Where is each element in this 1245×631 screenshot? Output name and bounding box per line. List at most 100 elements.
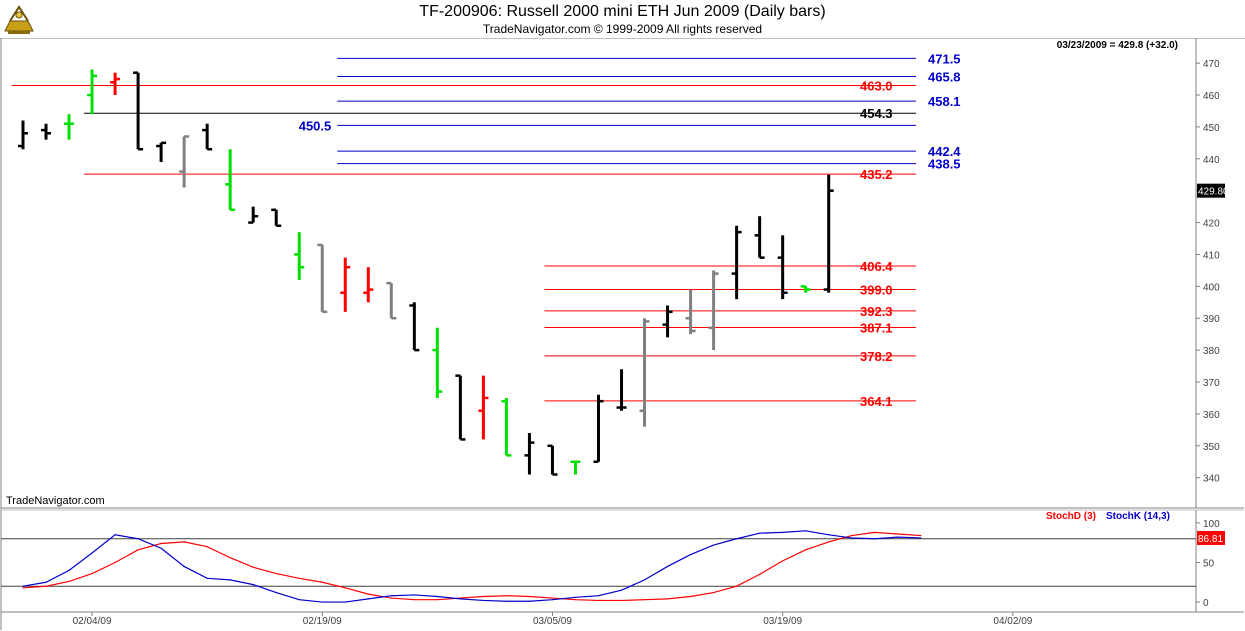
- stochk-point: [183, 565, 185, 568]
- level-label: 399.0: [860, 283, 893, 298]
- stochk-point: [920, 537, 922, 539]
- stochk-point: [436, 595, 438, 598]
- stochk-point: [45, 581, 47, 583]
- stochd-legend: StochD (3): [1046, 511, 1096, 522]
- stochd-point: [275, 572, 277, 575]
- stochd-point: [252, 566, 254, 568]
- stochd-point: [298, 577, 300, 579]
- price-axis-tick-label: 340: [1203, 474, 1220, 485]
- stochk-point: [390, 595, 392, 597]
- stochk-point: [874, 538, 876, 540]
- stochd-point: [920, 534, 922, 537]
- stochd-point: [874, 531, 876, 534]
- stochk-point: [805, 530, 807, 532]
- stochk-point: [505, 600, 508, 602]
- date-axis-tick-label: 02/19/09: [303, 616, 342, 627]
- stochk-point: [252, 584, 254, 586]
- stochd-point: [321, 581, 323, 583]
- stochd-point: [666, 598, 669, 600]
- stochk-point: [275, 591, 277, 594]
- chart-title: TF-200906: Russell 2000 mini ETH Jun 200…: [419, 3, 826, 20]
- stochk-point: [206, 577, 208, 579]
- sextant-logo-icon: [4, 5, 34, 34]
- stochk-point: [137, 538, 139, 540]
- stochk-point: [160, 547, 162, 549]
- stochk-point: [413, 594, 415, 596]
- stochd-point: [482, 595, 484, 598]
- level-label: 442.4: [928, 144, 961, 159]
- stochd-point: [22, 587, 24, 589]
- stochd-point: [114, 561, 116, 564]
- stochk-point: [229, 579, 231, 581]
- stochd-point: [206, 546, 208, 548]
- price-axis-tick-label: 380: [1203, 346, 1220, 357]
- stochk-point: [459, 598, 461, 600]
- stochk-point: [713, 544, 715, 546]
- stochk-point: [597, 595, 600, 597]
- stochk-point: [551, 599, 554, 601]
- stoch-axis-tick-label: 50: [1203, 558, 1215, 569]
- stochd-point: [597, 599, 600, 602]
- level-label: 454.3: [860, 106, 893, 121]
- price-axis-tick-label: 440: [1203, 155, 1220, 166]
- stochk-point: [736, 538, 738, 540]
- level-label: 465.8: [928, 70, 961, 85]
- stochd-point: [229, 557, 231, 559]
- price-axis-tick-label: 370: [1203, 378, 1220, 389]
- stoch-axis-tick-label: 100: [1203, 519, 1220, 530]
- stochk-point: [298, 599, 300, 601]
- stoch-last-box: [1197, 530, 1225, 545]
- level-label: 387.1: [860, 320, 893, 335]
- stochd-point: [897, 533, 899, 535]
- stochd-point: [713, 591, 715, 594]
- level-label: 471.5: [928, 51, 961, 66]
- stochk-point: [666, 565, 669, 568]
- stochk-point: [528, 600, 531, 602]
- level-label: 378.2: [860, 349, 893, 364]
- stochd-point: [620, 599, 623, 602]
- stochk-point: [851, 537, 853, 539]
- level-label: 463.0: [860, 78, 893, 93]
- stochk-point: [91, 552, 93, 554]
- copyright-notice: TradeNavigator.com © 1999-2009 All right…: [482, 22, 763, 36]
- date-axis-tick-label: 03/05/09: [533, 616, 572, 627]
- stochk-point: [643, 579, 646, 581]
- stochd-point: [367, 593, 369, 595]
- price-axis-tick-label: 350: [1203, 442, 1220, 453]
- stochk-legend: StochK (14,3): [1106, 511, 1170, 522]
- stochd-point: [759, 573, 761, 575]
- stochd-point: [68, 580, 70, 583]
- stochd-point: [805, 549, 807, 551]
- stochd-point: [689, 595, 692, 598]
- last-price-box: [1197, 183, 1225, 198]
- watermark: TradeNavigator.com: [6, 495, 105, 507]
- quote-readout: 03/23/2009 = 429.8 (+32.0): [1057, 40, 1178, 51]
- stochk-point: [759, 532, 761, 534]
- price-axis-tick-label: 460: [1203, 91, 1220, 102]
- price-axis-tick-label: 470: [1203, 59, 1220, 70]
- stochk-point: [68, 569, 70, 571]
- date-axis-tick-label: 04/02/09: [993, 616, 1032, 627]
- date-axis-tick-label: 02/04/09: [73, 616, 112, 627]
- stochd-point: [137, 549, 139, 551]
- stochk-point: [897, 536, 899, 538]
- price-axis-tick-label: 410: [1203, 250, 1220, 261]
- stoch-last-label: 86.81: [1198, 534, 1223, 545]
- stochk-point: [344, 601, 346, 603]
- price-axis-tick-label: 400: [1203, 282, 1220, 293]
- stochd-point: [390, 597, 392, 599]
- stoch-axis-tick-label: 0: [1203, 598, 1209, 609]
- stochd-point: [643, 599, 646, 601]
- stochd-point: [505, 595, 508, 597]
- stochk-point: [782, 531, 784, 534]
- stochk-point: [620, 589, 623, 591]
- level-label: 406.4: [860, 259, 893, 274]
- level-label: 450.5: [299, 118, 332, 133]
- stochd-point: [413, 599, 415, 601]
- last-price-label: 429.80: [1198, 187, 1229, 198]
- stochd-point: [160, 542, 162, 545]
- level-label: 435.2: [860, 167, 893, 182]
- stochd-line: [22, 531, 921, 602]
- price-axis-tick-label: 420: [1203, 219, 1220, 230]
